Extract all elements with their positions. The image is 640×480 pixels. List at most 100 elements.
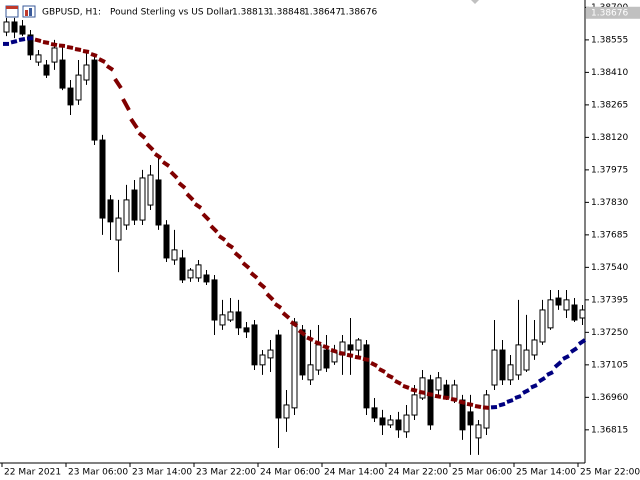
indicator-segment <box>442 395 450 401</box>
candle-body <box>227 311 234 321</box>
indicator-segment <box>273 302 283 310</box>
indicator-segment <box>241 261 251 270</box>
indicator-segment <box>233 251 243 260</box>
indicator-segment <box>169 170 179 180</box>
quote-open: 1.38813 <box>232 8 269 18</box>
indicator-segment <box>249 271 259 280</box>
y-tick-label: 1.38555 <box>591 35 628 45</box>
quote-close: 1.38676 <box>340 8 377 18</box>
indicator-segment <box>145 142 155 152</box>
candle-body <box>427 379 434 426</box>
indicator-segment <box>506 398 514 404</box>
quote-high: 1.38848 <box>268 8 305 18</box>
indicator-segment <box>90 52 98 58</box>
candle-body <box>147 174 154 206</box>
icon <box>6 6 18 9</box>
indicator-segment <box>193 202 203 210</box>
candle-body <box>11 21 18 33</box>
y-tick-label: 1.37830 <box>591 198 628 208</box>
indicator-segment <box>74 46 82 52</box>
candle-body <box>459 399 466 431</box>
indicator-segment <box>177 181 187 190</box>
candle-body <box>571 304 578 321</box>
quote-low: 1.38647 <box>304 8 341 18</box>
candle-body <box>515 344 522 376</box>
candle-body <box>19 25 26 35</box>
y-tick-label: 1.37395 <box>591 295 628 305</box>
indicator-segment <box>50 42 58 48</box>
candle-body <box>235 311 242 329</box>
indicator-segment <box>450 397 458 402</box>
candle-body <box>35 54 42 63</box>
symbol: GBPUSD, H1: <box>42 8 101 18</box>
indicator-segment <box>346 352 354 358</box>
candle-body <box>219 314 226 326</box>
candle-body <box>579 309 586 319</box>
candle-body <box>323 349 330 369</box>
indicator-segment <box>10 39 18 45</box>
x-tick-label: 24 Mar 06:00 <box>260 468 320 478</box>
indicator-segment <box>225 242 235 250</box>
indicator-segment <box>474 403 482 409</box>
candle-body <box>363 344 370 409</box>
indicator-segment <box>378 367 386 374</box>
indicator-segment <box>161 160 171 168</box>
indicator-segment <box>289 320 299 328</box>
indicator-segment <box>577 338 587 346</box>
y-tick-label: 1.38120 <box>591 133 628 143</box>
header-icons <box>5 5 36 18</box>
candle-body <box>243 327 250 333</box>
y-tick-label: 1.37250 <box>591 328 628 338</box>
candle-body <box>107 199 114 223</box>
indicator-segment <box>185 192 195 202</box>
candle-body <box>27 34 34 56</box>
indicator-segment <box>338 350 346 356</box>
x-tick-label: 25 Mar 22:00 <box>580 468 640 478</box>
indicator-segment <box>546 370 554 377</box>
indicator-segment <box>34 37 42 43</box>
candle-body <box>171 249 178 261</box>
candle-body <box>43 64 50 76</box>
indicator-segment <box>562 354 570 361</box>
x-tick-label: 22 Mar 2021 <box>4 468 61 478</box>
indicator-segment <box>530 383 538 390</box>
candle-body <box>267 349 274 359</box>
indicator-segment <box>201 212 211 222</box>
candle-body <box>51 47 58 63</box>
indicator-segment <box>522 388 530 395</box>
indicator-segment <box>137 131 147 140</box>
indicator-segment <box>217 234 227 242</box>
indicator-segment <box>121 98 131 111</box>
icon <box>25 10 28 16</box>
indicator-segment <box>98 57 106 64</box>
candle-body <box>59 59 66 89</box>
x-tick-label: 25 Mar 06:00 <box>452 468 512 478</box>
price-label-box <box>586 6 640 19</box>
x-tick-label: 24 Mar 22:00 <box>388 468 448 478</box>
indicator-segment <box>410 387 418 393</box>
candle-body <box>115 217 122 241</box>
candle-body <box>387 419 394 426</box>
indicator-segment <box>434 393 442 399</box>
candle-body <box>315 344 322 371</box>
candle-body <box>563 299 570 311</box>
candle-body <box>99 139 106 219</box>
y-tick-label: 1.38265 <box>591 100 628 110</box>
y-tick-label: 1.37975 <box>591 165 628 175</box>
indicator-segment <box>330 348 338 354</box>
candle-body <box>483 394 490 429</box>
y-tick-label: 1.36815 <box>591 425 628 435</box>
indicator-segment <box>105 64 115 72</box>
indicator-segment <box>514 394 522 400</box>
candle-body <box>467 411 474 426</box>
indicator-segment <box>466 401 474 407</box>
candle-body <box>251 324 258 366</box>
candle-body <box>419 377 426 399</box>
indicator-segment <box>129 117 139 130</box>
indicator-segment <box>281 311 291 320</box>
candle-body <box>491 349 498 386</box>
candle-body <box>347 344 354 351</box>
description: Pound Sterling vs US Dollar <box>110 8 233 18</box>
candle-body <box>355 339 362 351</box>
